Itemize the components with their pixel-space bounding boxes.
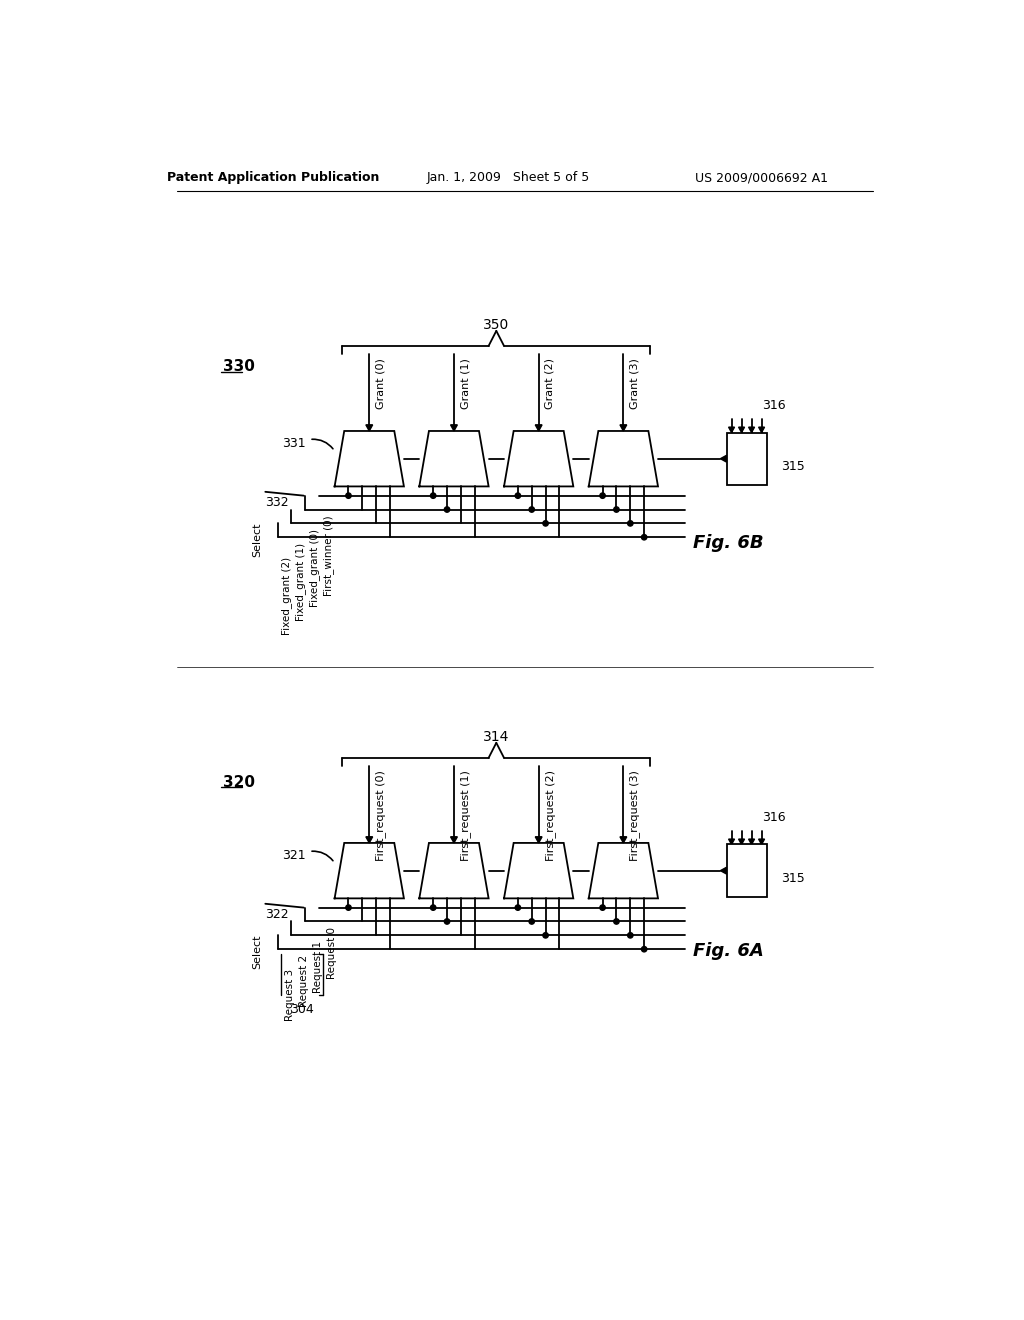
- Text: 316: 316: [762, 399, 785, 412]
- Circle shape: [600, 492, 605, 499]
- Text: 331: 331: [283, 437, 306, 450]
- Circle shape: [613, 507, 620, 512]
- Text: Jan. 1, 2009   Sheet 5 of 5: Jan. 1, 2009 Sheet 5 of 5: [426, 172, 590, 185]
- Text: Grant (3): Grant (3): [630, 358, 640, 409]
- Polygon shape: [759, 428, 765, 433]
- Polygon shape: [738, 428, 744, 433]
- Polygon shape: [620, 425, 627, 430]
- Text: First_request (2): First_request (2): [545, 770, 556, 861]
- Circle shape: [628, 520, 633, 527]
- Polygon shape: [720, 867, 727, 874]
- Circle shape: [641, 535, 647, 540]
- Text: 315: 315: [781, 459, 805, 473]
- Text: First_request (3): First_request (3): [630, 770, 640, 861]
- Polygon shape: [536, 425, 542, 430]
- Circle shape: [444, 919, 450, 924]
- Polygon shape: [451, 425, 458, 430]
- Text: 314: 314: [483, 730, 510, 743]
- Text: 315: 315: [781, 871, 805, 884]
- Polygon shape: [729, 840, 734, 845]
- Polygon shape: [620, 837, 627, 843]
- Text: First_request (0): First_request (0): [376, 770, 386, 861]
- Circle shape: [430, 906, 436, 911]
- Circle shape: [529, 919, 535, 924]
- Circle shape: [346, 906, 351, 911]
- Circle shape: [515, 492, 520, 499]
- Text: Grant (1): Grant (1): [460, 358, 470, 409]
- Text: Request 1: Request 1: [313, 941, 323, 993]
- Text: Request 0: Request 0: [327, 927, 337, 979]
- Text: Grant (0): Grant (0): [376, 358, 385, 409]
- Text: Grant (2): Grant (2): [545, 358, 555, 409]
- Text: Request 2: Request 2: [299, 954, 309, 1007]
- Text: First_request (1): First_request (1): [460, 770, 471, 861]
- Polygon shape: [451, 837, 458, 843]
- Polygon shape: [366, 425, 373, 430]
- Polygon shape: [738, 840, 744, 845]
- Circle shape: [600, 906, 605, 911]
- Text: 316: 316: [762, 810, 785, 824]
- Text: 350: 350: [483, 318, 509, 331]
- Text: 330: 330: [223, 359, 255, 374]
- Text: Fixed_grant (1): Fixed_grant (1): [295, 543, 306, 620]
- Circle shape: [444, 507, 450, 512]
- Circle shape: [543, 520, 548, 527]
- Circle shape: [529, 507, 535, 512]
- Bar: [727, 433, 767, 484]
- Polygon shape: [749, 840, 755, 845]
- Text: Fixed_grant (0): Fixed_grant (0): [309, 529, 321, 607]
- Circle shape: [543, 933, 548, 939]
- Circle shape: [346, 492, 351, 499]
- Polygon shape: [749, 428, 755, 433]
- Circle shape: [515, 906, 520, 911]
- Text: 320: 320: [223, 775, 255, 789]
- Text: Request 3: Request 3: [286, 969, 295, 1020]
- Text: 304: 304: [291, 1003, 314, 1016]
- Circle shape: [628, 933, 633, 939]
- Polygon shape: [720, 455, 727, 462]
- Text: 322: 322: [265, 908, 289, 921]
- Circle shape: [641, 946, 647, 952]
- Text: Fixed_grant (2): Fixed_grant (2): [282, 557, 293, 635]
- Polygon shape: [759, 840, 765, 845]
- Text: 321: 321: [283, 849, 306, 862]
- Text: First_winner (0): First_winner (0): [323, 515, 334, 595]
- Bar: [727, 845, 767, 896]
- Text: Fig. 6B: Fig. 6B: [692, 535, 763, 552]
- Text: Select: Select: [253, 523, 262, 557]
- Circle shape: [613, 919, 620, 924]
- Polygon shape: [366, 837, 373, 843]
- Text: US 2009/0006692 A1: US 2009/0006692 A1: [695, 172, 828, 185]
- Text: 332: 332: [265, 496, 289, 510]
- Text: Select: Select: [253, 935, 262, 969]
- Polygon shape: [729, 428, 734, 433]
- Polygon shape: [536, 837, 542, 843]
- Text: Fig. 6A: Fig. 6A: [692, 942, 764, 961]
- Text: Patent Application Publication: Patent Application Publication: [167, 172, 379, 185]
- Circle shape: [430, 492, 436, 499]
